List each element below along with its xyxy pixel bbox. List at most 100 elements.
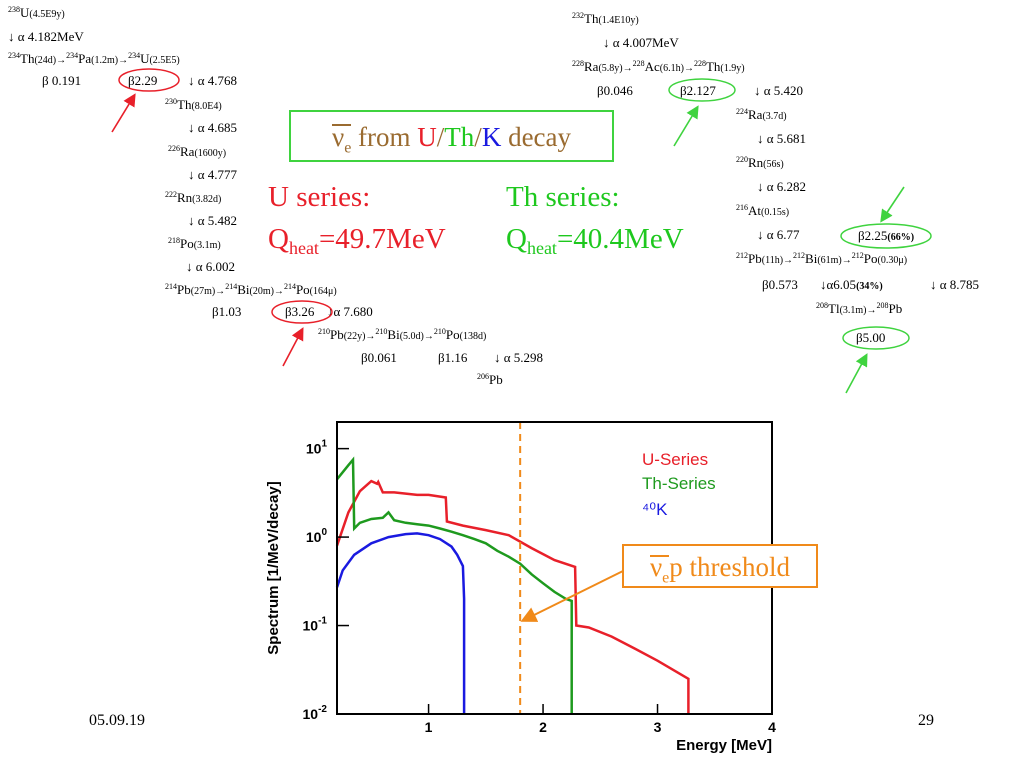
title-k: K: [481, 122, 502, 152]
x-tick-label: 4: [768, 719, 776, 735]
half-life: (164μ): [309, 286, 337, 297]
y-tick-label: 100: [306, 527, 328, 545]
mass-number: 214: [225, 282, 238, 291]
alpha-energy: ↓α6.05: [820, 277, 857, 292]
nuclide-pb206: 206Pb: [477, 372, 503, 387]
mass-number: 214: [165, 282, 177, 291]
series-line-1: [336, 456, 573, 714]
th-beta-ellipse: [840, 223, 932, 249]
title-text: decay: [501, 122, 572, 152]
alpha-decay: ↓ α 6.002: [186, 259, 236, 274]
half-life: (3.1m): [193, 240, 221, 251]
beta-decay-highlighted: β2.25(66%): [858, 229, 914, 243]
slide-number: 29: [918, 712, 934, 729]
threshold-text: p threshold: [669, 552, 791, 582]
arrow-icon: [845, 353, 868, 394]
arrow-icon: [111, 93, 136, 133]
alpha-decay: ↓ α 5.681: [757, 131, 807, 146]
arrow-icon: [880, 186, 905, 223]
alpha-decay: ↓ α 4.685: [188, 120, 238, 135]
y-tick-label: 10-1: [303, 616, 328, 634]
half-life: (1.2m)→: [91, 55, 129, 66]
half-life: (22y)→: [343, 331, 376, 342]
element-symbol: Th: [584, 11, 599, 26]
element-symbol: Ra: [584, 59, 599, 74]
mass-number: 210: [375, 327, 388, 336]
element-symbol: Th: [705, 59, 721, 74]
element-symbol: Th: [177, 97, 192, 112]
nuclide-ra224: 224Ra(3.7d): [736, 108, 787, 122]
half-life: (138d): [459, 331, 487, 342]
alpha-decay: ↓ α 4.182MeV: [8, 29, 84, 44]
element-symbol: Pb: [330, 327, 344, 342]
q-symbol: Q: [268, 223, 289, 255]
element-symbol: Pb: [748, 251, 762, 266]
beta-decay-highlighted: β3.26: [285, 304, 315, 319]
nuclide-at216: 216At(0.15s): [736, 204, 789, 218]
beta-decay: β0.061: [361, 350, 397, 365]
beta-decay: β0.046: [597, 83, 633, 98]
element-symbol: Pb: [177, 282, 191, 297]
beta-decay: β 0.191: [42, 73, 82, 88]
mass-number: 208: [876, 301, 889, 310]
title-slash: /: [474, 122, 482, 152]
alpha-decay-branch: ↓α6.05(34%): [820, 278, 883, 292]
half-life: (0.30μ): [877, 255, 908, 266]
annotation-overlay: [111, 68, 932, 394]
half-life: (61m)→: [817, 255, 852, 266]
arrow-icon: [282, 327, 304, 367]
q-value: =40.4MeV: [556, 223, 684, 255]
half-life: (6.1h)→: [659, 63, 694, 74]
nuclide-u238: 238U(4.5E9y): [8, 6, 65, 20]
q-symbol: Q: [506, 223, 527, 255]
title-slash: /: [436, 122, 445, 152]
nu-subscript: e: [662, 569, 670, 587]
x-tick-label: 3: [654, 719, 662, 735]
plot-lines: [335, 422, 690, 714]
element-symbol: Po: [180, 236, 194, 251]
mass-number: 220: [736, 155, 748, 164]
half-life: (3.82d): [192, 194, 222, 205]
slide-title: νe from U/Th/K decay: [291, 122, 612, 157]
half-life: (5.0d)→: [399, 331, 434, 342]
mass-number: 234: [8, 51, 20, 60]
half-life: (1.9y): [720, 63, 745, 74]
element-symbol: U: [140, 51, 150, 66]
half-life: (1600y): [194, 148, 227, 159]
mass-number: 234: [66, 51, 79, 60]
element-symbol: Th: [20, 51, 35, 66]
th-series-label: Th series:: [506, 181, 620, 213]
nuclide-th230: 230Th(8.0E4): [165, 98, 222, 112]
legend-u-series: U-Series: [642, 450, 708, 469]
element-symbol: Ra: [180, 144, 195, 159]
decay-sequence-234: 234Th(24d)→234Pa(1.2m)→234U(2.5E5): [8, 52, 180, 66]
mass-number: 216: [736, 203, 748, 212]
x-tick-label: 2: [539, 719, 547, 735]
alpha-decay: ↓ α 8.785: [930, 277, 980, 292]
element-symbol: Bi: [237, 282, 250, 297]
decay-sequence-214: 214Pb(27m)→214Bi(20m)→214Po(164μ): [165, 283, 337, 297]
element-symbol: Ra: [748, 107, 763, 122]
half-life: (1.4E10y): [598, 15, 639, 26]
mass-number: 212: [793, 251, 806, 260]
mass-number: 228: [632, 59, 645, 68]
alpha-decay: ↓ α 6.77: [757, 227, 800, 242]
mass-number: 210: [318, 327, 330, 336]
mass-number: 206: [477, 372, 489, 381]
mass-number: 212: [736, 251, 748, 260]
half-life: (3.7d): [762, 111, 787, 122]
y-tick-label: 101: [306, 439, 328, 457]
mass-number: 228: [693, 59, 706, 68]
element-symbol: Po: [295, 282, 310, 297]
alpha-decay: ↓ α 6.282: [757, 179, 807, 194]
alpha-decay: ↓α 7.680: [327, 304, 373, 319]
mass-number: 224: [736, 107, 748, 116]
element-symbol: Ac: [644, 59, 660, 74]
beta-decay: β1.03: [212, 304, 242, 319]
alpha-decay: ↓ α 5.482: [188, 213, 238, 228]
beta-decay: β0.573: [762, 277, 798, 292]
decay-sequence-228: 228Ra(5.8y)→228Ac(6.1h)→228Th(1.9y): [572, 60, 745, 74]
mass-number: 234: [128, 51, 141, 60]
element-symbol: U: [20, 5, 30, 20]
beta-decay-highlighted: β5.00: [856, 330, 886, 345]
